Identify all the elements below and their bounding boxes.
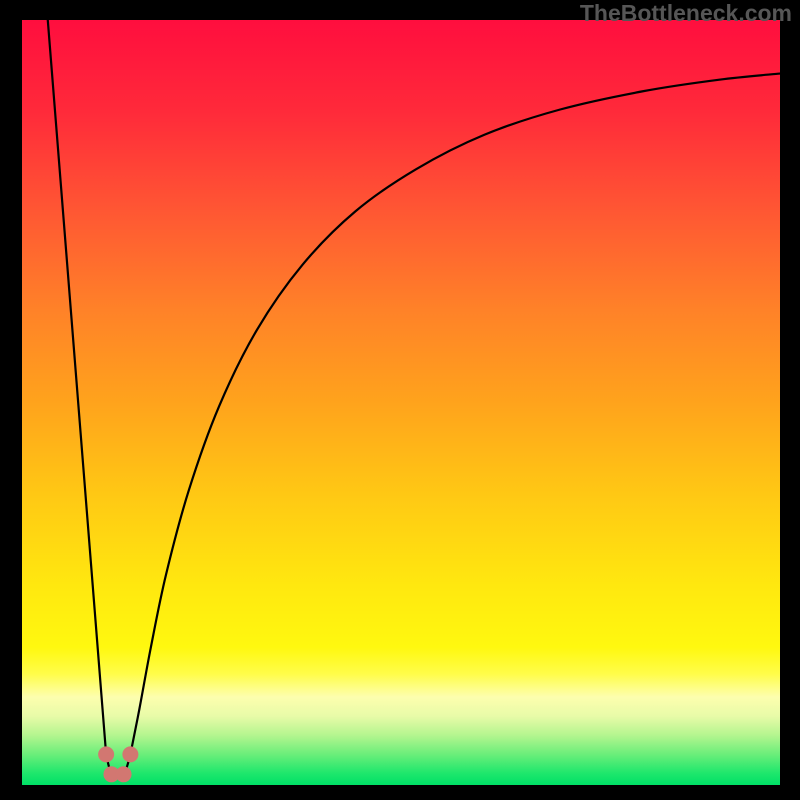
frame-border-top (0, 0, 800, 20)
frame-border-right (780, 0, 800, 800)
frame-border-bottom (0, 785, 800, 800)
gradient-background (0, 0, 800, 800)
frame-border-left (0, 0, 22, 800)
